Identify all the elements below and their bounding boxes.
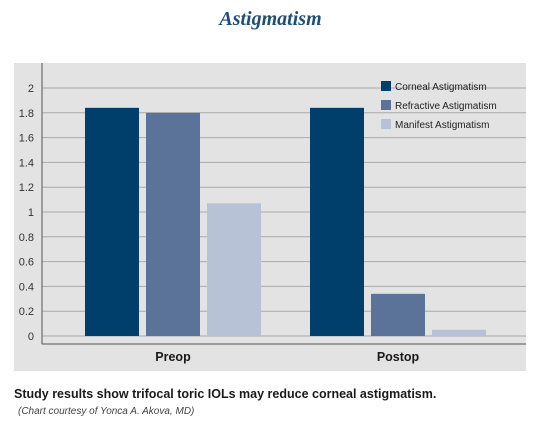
- x-category-label: Postop: [377, 350, 420, 364]
- y-tick-label: 1: [28, 207, 34, 219]
- y-tick-label: 1.4: [19, 157, 34, 169]
- x-category-label: Preop: [155, 350, 191, 364]
- legend-swatch: [381, 81, 391, 91]
- legend-label: Refractive Astigmatism: [395, 101, 497, 112]
- y-tick-label: 1.2: [19, 182, 34, 194]
- figure-caption: Study results show trifocal toric IOLs m…: [14, 387, 437, 401]
- y-tick-label: 0: [28, 331, 34, 343]
- y-tick-label: 0.6: [19, 257, 34, 269]
- chart-area: 0 0.2 0.4 0.6 0.8 1 1.2 1.4 1.6 1.8 2 Preop Postop Co…: [14, 63, 526, 371]
- bar-postop-refractive-astigmatism: [371, 293, 425, 336]
- bar-preop-refractive-astigmatism: [146, 112, 200, 336]
- y-tick-label: 0.4: [19, 281, 34, 293]
- bar-chart: 0 0.2 0.4 0.6 0.8 1 1.2 1.4 1.6 1.8 2 Preop Postop Co…: [14, 63, 526, 371]
- y-tick-label: 1.8: [19, 108, 34, 120]
- legend-swatch: [381, 119, 391, 129]
- bar-preop-corneal-astigmatism: [85, 107, 139, 336]
- legend-label: Corneal Astigmatism: [395, 82, 487, 93]
- y-tick-label: 2: [28, 83, 34, 95]
- legend-label: Manifest Astigmatism: [395, 120, 489, 131]
- bar-postop-manifest-astigmatism: [432, 329, 486, 336]
- y-tick-label: 0.8: [19, 232, 34, 244]
- bar-preop-manifest-astigmatism: [207, 203, 261, 336]
- chart-credit: (Chart courtesy of Yonca A. Akova, MD): [18, 406, 195, 417]
- bar-postop-corneal-astigmatism: [310, 107, 364, 336]
- y-tick-label: 1.6: [19, 133, 34, 145]
- y-tick-label: 0.2: [19, 306, 34, 318]
- chart-title: Astigmatism: [219, 8, 322, 30]
- legend-swatch: [381, 100, 391, 110]
